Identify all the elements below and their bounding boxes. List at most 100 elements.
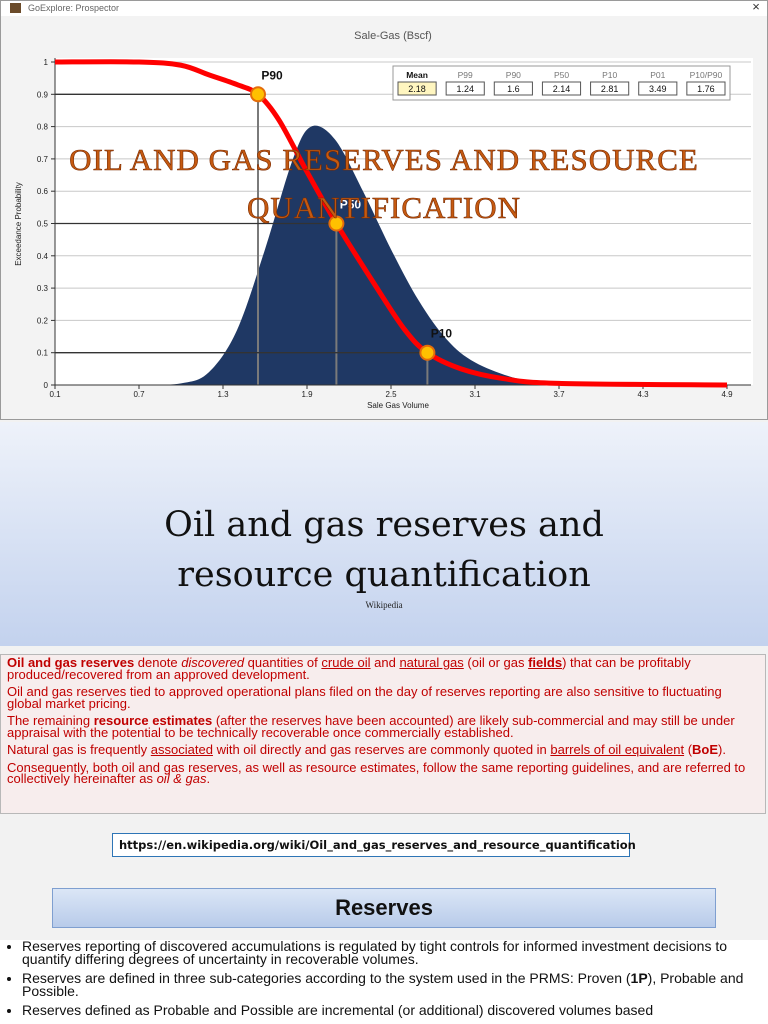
app-icon bbox=[10, 3, 21, 13]
text-run: and bbox=[370, 655, 400, 670]
paragraph: The remaining resource estimates (after … bbox=[7, 713, 759, 740]
y-tick-label: 0.7 bbox=[37, 155, 49, 164]
marker bbox=[419, 344, 436, 361]
x-tick-label: 1.3 bbox=[217, 390, 229, 399]
bullet: Reserves reporting of discovered accumul… bbox=[22, 938, 764, 967]
y-tick-label: 0.9 bbox=[37, 90, 49, 99]
paragraph: Oil and gas reserves denote discovered q… bbox=[7, 655, 759, 682]
text-run[interactable]: barrels of oil equivalent bbox=[550, 742, 685, 757]
y-tick-label: 0.3 bbox=[37, 284, 49, 293]
stats-header: P10 bbox=[602, 70, 617, 80]
stats-cell bbox=[590, 81, 630, 96]
text-run: Consequently, both oil and gas reserves,… bbox=[7, 759, 746, 786]
stats-value: 2.18 bbox=[408, 84, 426, 94]
stats-value: 1.6 bbox=[507, 84, 520, 94]
text-run: discovered bbox=[181, 655, 245, 670]
text-run: The remaining bbox=[7, 713, 94, 728]
paragraph: Natural gas is frequently associated wit… bbox=[7, 742, 759, 757]
y-tick-label: 0.6 bbox=[37, 187, 49, 196]
text-run: Natural gas is frequently bbox=[7, 742, 151, 757]
stats-value: 1.24 bbox=[456, 84, 474, 94]
text-run: oil & gas bbox=[156, 771, 207, 786]
close-button[interactable]: × bbox=[752, 0, 760, 14]
stats-cell bbox=[445, 81, 485, 96]
exceedance-curve bbox=[54, 59, 728, 388]
stats-cell bbox=[686, 81, 726, 96]
text-run: 1P bbox=[630, 970, 648, 986]
y-axis-label: Exceedance Probability bbox=[14, 182, 23, 266]
app-window: GoExplore: Prospector × Sale-Gas (Bscf) … bbox=[0, 0, 768, 420]
text-run: Oil and gas reserves bbox=[7, 655, 135, 670]
text-run[interactable]: fields bbox=[528, 655, 563, 670]
text-run: ), Probable and Possible. bbox=[22, 970, 744, 999]
text-run: Reserves are defined in three sub-catego… bbox=[22, 970, 631, 986]
marker bbox=[328, 215, 345, 232]
stats-value: 2.14 bbox=[553, 84, 571, 94]
stats-cell bbox=[541, 81, 582, 96]
text-run: ( bbox=[684, 742, 693, 757]
text-run: resource estimates bbox=[93, 713, 213, 728]
overlay-title: OIL AND GAS RESERVES AND RESOURCE QUANTI… bbox=[69, 142, 699, 226]
text-run: BoE bbox=[692, 742, 719, 757]
x-tick-label: 2.5 bbox=[385, 390, 397, 399]
marker bbox=[250, 86, 266, 103]
stats-header: P01 bbox=[650, 70, 665, 80]
text-run: denote bbox=[134, 655, 182, 670]
x-axis-label: Sale Gas Volume bbox=[367, 401, 429, 410]
stats-value: 2.81 bbox=[601, 84, 619, 94]
window-title: GoExplore: Prospector bbox=[28, 3, 119, 13]
stats-header: P10/P90 bbox=[690, 70, 723, 80]
x-tick-label: 3.1 bbox=[469, 390, 481, 399]
text-run[interactable]: natural gas bbox=[399, 655, 464, 670]
y-tick-label: 0.4 bbox=[37, 252, 49, 261]
stats-cell bbox=[493, 81, 533, 96]
text-run: Reserves reporting of discovered accumul… bbox=[22, 938, 728, 967]
text-run[interactable]: crude oil bbox=[321, 655, 371, 670]
x-tick-label: 0.7 bbox=[133, 390, 145, 399]
x-tick-label: 0.1 bbox=[49, 390, 61, 399]
y-tick-label: 0.1 bbox=[37, 349, 49, 358]
plot: 00.10.20.30.40.50.60.70.80.910.1 0.7 1.3 1.… bbox=[37, 58, 753, 399]
stats-value: 3.49 bbox=[649, 84, 667, 94]
bullet: Reserves defined as Probable and Possibl… bbox=[22, 1002, 764, 1018]
text-run: . bbox=[206, 771, 211, 786]
doc-title: Oil and gas reserves and resource quanti… bbox=[164, 505, 604, 595]
paragraph: Oil and gas reserves tied to approved op… bbox=[7, 685, 759, 709]
y-tick-label: 0.5 bbox=[37, 220, 49, 229]
text-run: quantities of bbox=[244, 655, 322, 670]
title-bar bbox=[1, 1, 767, 16]
link[interactable]: https://en.wikipedia.org/wiki/Oil_and_ga… bbox=[112, 833, 636, 857]
y-tick-label: 1 bbox=[44, 58, 49, 67]
intro-box: Oil and gas reserves denote discovered q… bbox=[0, 654, 766, 814]
x-tick-label: 4.3 bbox=[637, 390, 649, 399]
text-run: (oil or gas bbox=[463, 655, 529, 670]
text-run: (after the reserves have been accounted)… bbox=[7, 713, 735, 740]
cover: Oil and gas reserves and resource quanti… bbox=[0, 422, 768, 646]
x-tick-label: 1.9 bbox=[301, 390, 313, 399]
y-tick-label: 0 bbox=[44, 381, 49, 390]
marker-label: P10 bbox=[431, 327, 453, 341]
marker-label: P90 bbox=[261, 68, 283, 82]
text-run: ). bbox=[718, 742, 726, 757]
stats-header: P50 bbox=[554, 70, 569, 80]
stats-cell bbox=[397, 81, 437, 96]
bullet: Reserves are defined in three sub-catego… bbox=[22, 970, 764, 999]
stats-header: P99 bbox=[458, 70, 473, 80]
y-tick-label: 0.8 bbox=[37, 123, 49, 132]
text-run: with oil directly and gas reserves are c… bbox=[212, 742, 551, 757]
stats-value: 1.76 bbox=[697, 84, 715, 94]
y-tick-label: 0.2 bbox=[37, 316, 49, 325]
stats-header: Mean bbox=[406, 70, 428, 80]
text-run: ) that can be profitably produced/recove… bbox=[7, 655, 691, 682]
stats-header: P90 bbox=[506, 70, 521, 80]
x-tick-label: 3.7 bbox=[553, 390, 565, 399]
x-tick-label: 4.9 bbox=[721, 390, 733, 399]
text-run[interactable]: associated bbox=[150, 742, 213, 757]
paragraph: Consequently, both oil and gas reserves,… bbox=[7, 759, 759, 786]
bullet-list: Reserves reporting of discovered accumul… bbox=[0, 938, 768, 1024]
text-run: Reserves defined as Probable and Possibl… bbox=[22, 1002, 654, 1018]
marker-label: P50 bbox=[340, 198, 362, 212]
chart-title: Sale-Gas (Bscf) bbox=[354, 30, 432, 42]
stats-cell bbox=[638, 81, 678, 96]
